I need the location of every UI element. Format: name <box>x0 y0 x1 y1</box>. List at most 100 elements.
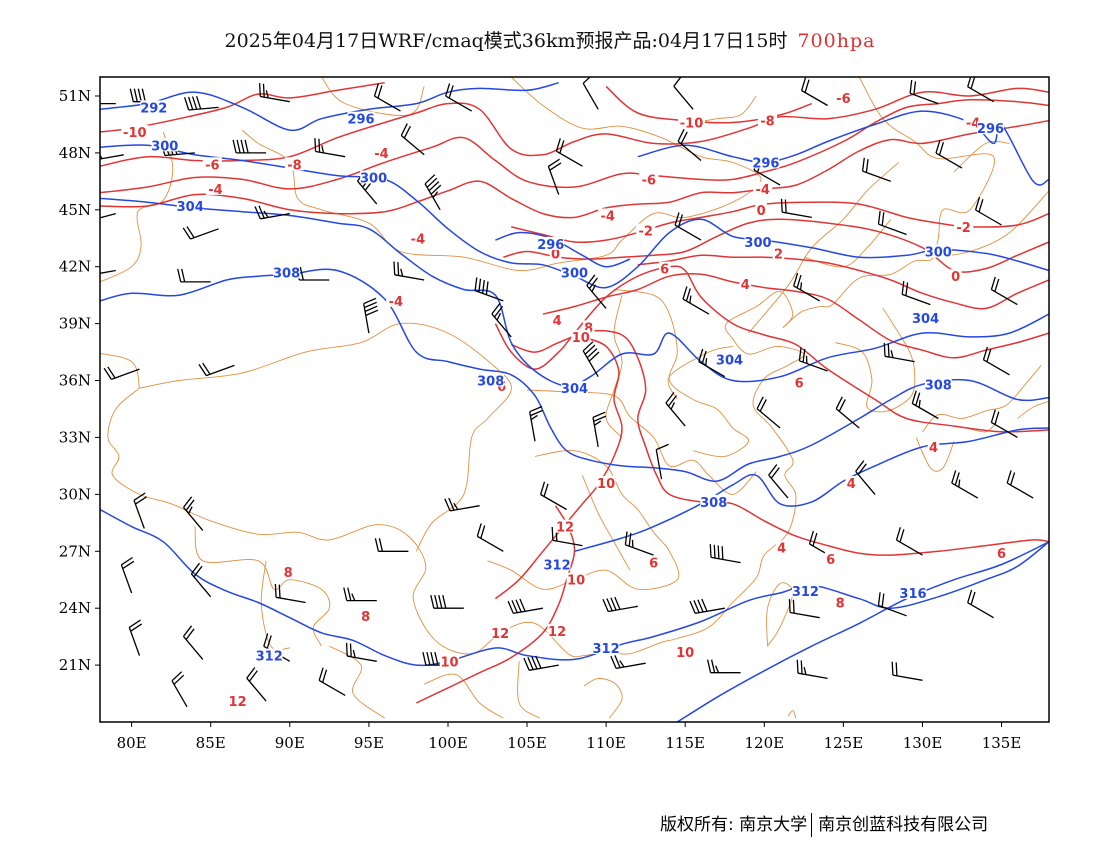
wind-barb <box>602 596 638 613</box>
temperature-contour <box>605 85 813 124</box>
temperature-label: 12 <box>556 521 574 536</box>
wind-barb <box>246 667 267 702</box>
height-label: 304 <box>177 200 204 215</box>
wind-barb <box>400 123 425 156</box>
copyright-right: 南京创蓝科技有限公司 <box>818 815 989 835</box>
lon-tick-label: 100E <box>428 734 468 752</box>
wind-barb <box>100 212 116 219</box>
temperature-label-bg <box>647 555 660 569</box>
lon-tick-label: 110E <box>586 734 626 752</box>
wind-barb <box>373 83 401 112</box>
wind-barb <box>343 587 377 602</box>
wind-barb <box>182 226 219 240</box>
height-label-bg <box>716 352 743 366</box>
temperature-label: 12 <box>491 627 509 642</box>
wind-barb <box>128 619 143 656</box>
temperature-label-bg <box>551 312 563 326</box>
province-boundary <box>100 131 174 283</box>
temperature-label-bg <box>678 115 705 129</box>
temperature-label-bg <box>202 157 222 171</box>
wind-barb <box>254 205 290 220</box>
map-title: 2025年04月17日WRF/cmaq模式36km预报产品:04月17日15时 7… <box>0 26 1100 53</box>
wind-barb <box>177 268 211 283</box>
height-label-bg <box>537 236 565 250</box>
wind-barb <box>133 492 147 529</box>
height-label-bg <box>273 265 300 279</box>
wind-barb <box>990 276 1018 306</box>
height-label-bg <box>977 121 1004 135</box>
temperature-label: 12 <box>229 695 247 710</box>
height-contour <box>495 231 631 268</box>
axes: 80E 85E 90E 95E 100E 105E 110E 115E 120E 125E 130E… <box>59 87 1022 752</box>
temperature-label: 8 <box>584 321 593 336</box>
temperature-label: 0 <box>951 270 960 285</box>
temperature-contour <box>100 119 1049 219</box>
height-label-bg <box>140 100 168 114</box>
temperature-label: 10 <box>567 574 585 589</box>
wind-barb <box>345 642 377 662</box>
wind-barb <box>314 138 346 158</box>
wind-barb <box>182 496 204 531</box>
wind-barb <box>883 342 915 363</box>
temperature-label-bg <box>566 572 586 586</box>
height-label-bg <box>543 557 571 571</box>
height-label-bg <box>561 265 588 279</box>
province-boundary <box>1017 400 1049 419</box>
temperature-label: -6 <box>836 92 850 107</box>
temperature-label: 4 <box>741 278 750 293</box>
height-label: 312 <box>544 559 571 574</box>
province-boundary <box>242 77 762 271</box>
wind-barb <box>582 341 600 378</box>
province-boundary <box>526 389 757 495</box>
temperature-label-bg <box>582 320 595 334</box>
wind-barb <box>655 443 669 480</box>
temperature-label-bg <box>833 90 853 104</box>
temperature-label-bg <box>439 654 460 668</box>
wind-barb <box>190 562 212 598</box>
wind-barb <box>491 302 512 338</box>
height-label-bg <box>347 111 375 125</box>
province-boundary <box>803 219 892 268</box>
wind-barb <box>1006 470 1034 499</box>
wind-barb <box>982 346 1010 376</box>
wind-barb <box>677 129 702 161</box>
wind-barb <box>967 589 994 619</box>
temperature-label-bg <box>793 375 805 389</box>
temperature-label-bg <box>658 261 671 275</box>
height-label: 312 <box>593 642 620 657</box>
province-boundary <box>321 77 425 116</box>
height-label-bg <box>360 170 387 184</box>
wind-barb <box>689 598 725 615</box>
temperature-label: -10 <box>680 117 704 132</box>
wind-barb <box>103 366 140 381</box>
lon-tick-label: 130E <box>903 734 943 752</box>
height-label: 304 <box>912 312 939 327</box>
province-boundary <box>517 661 540 719</box>
lat-tick-label: 30N <box>59 485 91 503</box>
temperature-label: -8 <box>287 158 301 173</box>
wind-barb <box>909 80 939 105</box>
lon-tick-label: 105E <box>507 734 547 752</box>
wind-barb <box>474 277 504 302</box>
wind-barb <box>935 140 963 169</box>
wind-barb <box>100 102 116 105</box>
height-label: 300 <box>925 246 952 261</box>
temperature-label-bg <box>772 246 785 260</box>
wind-barb <box>610 655 646 670</box>
temperature-label-bg <box>675 644 695 658</box>
province-boundary <box>583 677 623 719</box>
height-label: 316 <box>899 587 926 602</box>
temperature-contour <box>100 98 1049 194</box>
wind-barb <box>793 272 821 302</box>
temperature-label-bg <box>121 125 149 138</box>
temperature-label: -4 <box>966 117 980 132</box>
height-label: 300 <box>151 139 178 154</box>
temperature-label: 6 <box>649 557 658 572</box>
wind-barb <box>198 362 235 377</box>
province-boundary <box>922 365 1042 433</box>
temperature-label-bg <box>757 113 778 127</box>
lat-tick-label: 45N <box>59 201 91 219</box>
height-label-bg <box>792 584 819 598</box>
wind-barb <box>698 348 726 378</box>
wind-barb <box>318 667 346 696</box>
